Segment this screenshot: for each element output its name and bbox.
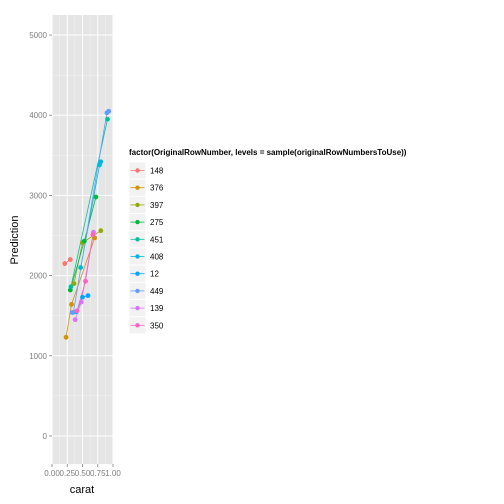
legend-item-275: 275 <box>128 213 164 232</box>
data-point-275 <box>93 194 99 200</box>
data-point-350 <box>90 232 96 238</box>
data-point-139 <box>78 299 84 305</box>
legend-key-point <box>135 168 140 173</box>
legend-label: 408 <box>150 253 164 262</box>
legend-key-point <box>135 219 140 225</box>
y-axis: 0 1000 2000 3000 4000 5000 <box>29 31 52 441</box>
data-point-451 <box>105 116 110 122</box>
legend-key-point <box>135 185 140 190</box>
legend-label: 376 <box>150 184 164 193</box>
y-tick-label: 5000 <box>29 31 47 40</box>
legend-key-point <box>135 202 140 208</box>
y-tick-label: 0 <box>43 432 48 441</box>
legend-key-point <box>135 271 140 276</box>
legend-item-139: 139 <box>128 299 164 318</box>
data-point-449 <box>70 310 76 315</box>
x-tick-label: 0.25 <box>59 469 75 478</box>
legend-label: 12 <box>150 270 159 279</box>
data-point-148 <box>62 261 68 266</box>
legend-key-point <box>135 305 140 311</box>
legend: factor(OriginalRowNumber, levels = sampl… <box>128 148 407 335</box>
data-point-376 <box>63 334 69 340</box>
legend-item-397: 397 <box>128 195 164 214</box>
data-point-397 <box>71 281 77 286</box>
y-tick-label: 1000 <box>29 352 47 361</box>
legend-label: 449 <box>150 287 164 296</box>
legend-item-148: 148 <box>128 161 164 180</box>
x-tick-label: 0.50 <box>75 469 91 478</box>
legend-label: 139 <box>150 304 164 313</box>
data-point-12 <box>85 293 91 299</box>
data-point-408 <box>98 159 104 165</box>
grid-minor <box>52 15 113 464</box>
data-point-397 <box>98 228 104 234</box>
legend-label: 397 <box>150 201 164 210</box>
legend-item-449: 449 <box>128 281 164 300</box>
legend-item-451: 451 <box>128 230 164 249</box>
legend-keys: 148 376 397 275 451 408 12 449 139 350 <box>128 161 164 335</box>
legend-key-point <box>135 288 140 294</box>
legend-label: 275 <box>150 218 164 227</box>
legend-label: 350 <box>150 321 164 330</box>
legend-item-408: 408 <box>128 247 164 266</box>
legend-key-point <box>135 323 140 328</box>
data-point-449 <box>106 108 112 114</box>
legend-item-12: 12 <box>128 264 159 283</box>
y-tick-label: 2000 <box>29 272 47 281</box>
legend-item-350: 350 <box>128 316 164 335</box>
legend-title: factor(OriginalRowNumber, levels = sampl… <box>129 148 407 157</box>
data-point-148 <box>67 257 73 262</box>
x-axis: 0.00 0.25 0.50 0.75 1.00 <box>44 464 121 478</box>
legend-key-point <box>135 254 140 259</box>
data-point-350 <box>83 278 88 284</box>
series-points <box>62 108 112 340</box>
y-axis-title: Prediction <box>9 216 21 265</box>
x-axis-title: carat <box>70 484 94 496</box>
data-point-139 <box>72 317 78 323</box>
data-point-376 <box>69 302 74 307</box>
grid-major <box>51 15 114 464</box>
legend-key-point <box>135 237 140 242</box>
data-point-350 <box>74 308 80 314</box>
legend-label: 148 <box>150 167 164 176</box>
data-point-408 <box>78 265 84 270</box>
data-point-12 <box>80 294 85 300</box>
y-tick-label: 4000 <box>29 111 47 120</box>
x-tick-label: 0.00 <box>44 469 60 478</box>
legend-item-376: 376 <box>128 178 164 197</box>
data-point-451 <box>68 284 74 290</box>
x-tick-label: 0.75 <box>90 469 106 478</box>
x-tick-label: 1.00 <box>105 469 121 478</box>
legend-label: 451 <box>150 235 164 244</box>
data-point-275 <box>81 238 87 244</box>
y-tick-label: 3000 <box>29 191 47 200</box>
